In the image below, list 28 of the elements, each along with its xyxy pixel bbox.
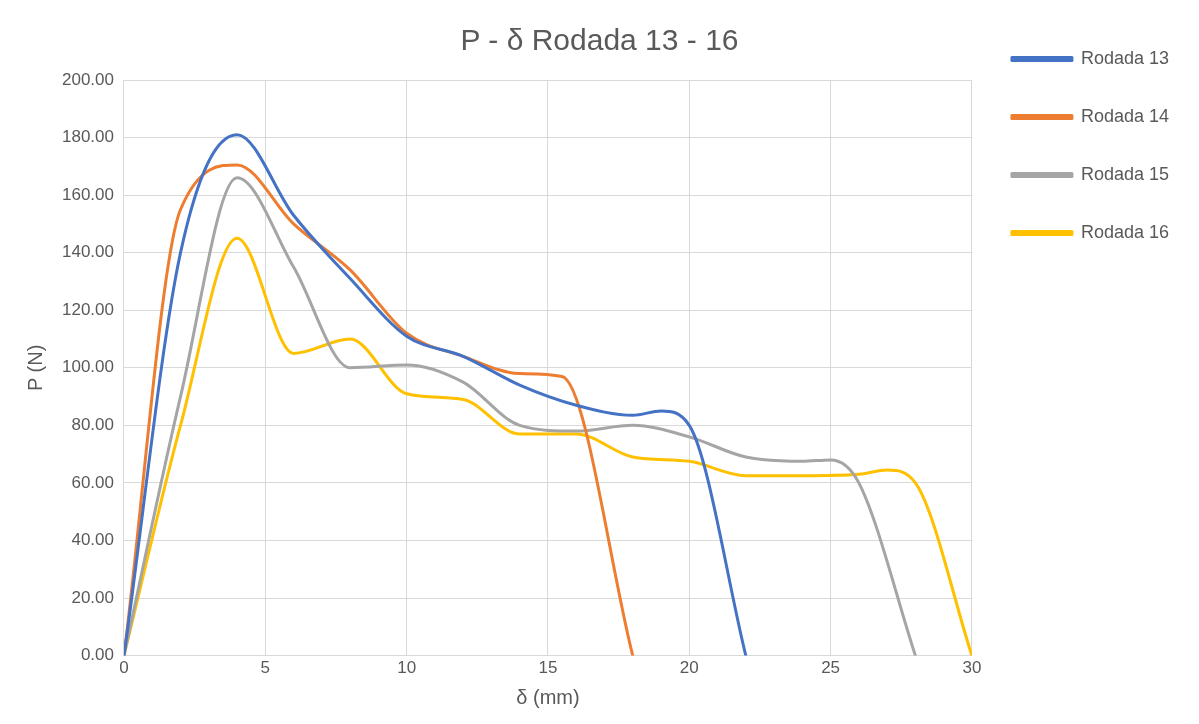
line-series — [124, 176, 917, 656]
line-series — [124, 133, 748, 656]
y-axis-title: P (N) — [23, 344, 46, 391]
y-tick-label: 140.00 — [62, 242, 114, 262]
y-tick-label: 120.00 — [62, 299, 114, 319]
y-tick-label: 80.00 — [71, 415, 114, 435]
y-tick-label: 40.00 — [71, 530, 114, 550]
y-tick-label: 180.00 — [62, 127, 114, 147]
x-tick-label: 15 — [538, 658, 558, 678]
x-axis-title: δ (mm) — [516, 685, 580, 708]
x-tick-label: 5 — [260, 658, 271, 678]
legend-label: Rodada 13 — [1080, 47, 1169, 68]
x-tick-label: 10 — [397, 658, 417, 678]
x-tick-label: 30 — [962, 658, 982, 678]
x-tick-label: 25 — [821, 658, 841, 678]
y-tick-label: 0.00 — [80, 645, 114, 665]
y-tick-label: 100.00 — [62, 357, 114, 377]
legend-label: Rodada 15 — [1080, 163, 1169, 184]
chart-title: P - δ Rodada 13 - 16 — [460, 23, 739, 57]
legend-label: Rodada 14 — [1080, 105, 1169, 126]
y-tick-label: 160.00 — [62, 184, 114, 204]
y-tick-label: 200.00 — [62, 69, 114, 89]
legend-label: Rodada 16 — [1080, 221, 1169, 242]
line-series — [124, 236, 972, 656]
y-tick-label: 20.00 — [71, 587, 114, 607]
x-tick-label: 0 — [119, 658, 129, 678]
y-tick-label: 60.00 — [71, 472, 114, 492]
x-tick-label: 20 — [679, 658, 699, 678]
